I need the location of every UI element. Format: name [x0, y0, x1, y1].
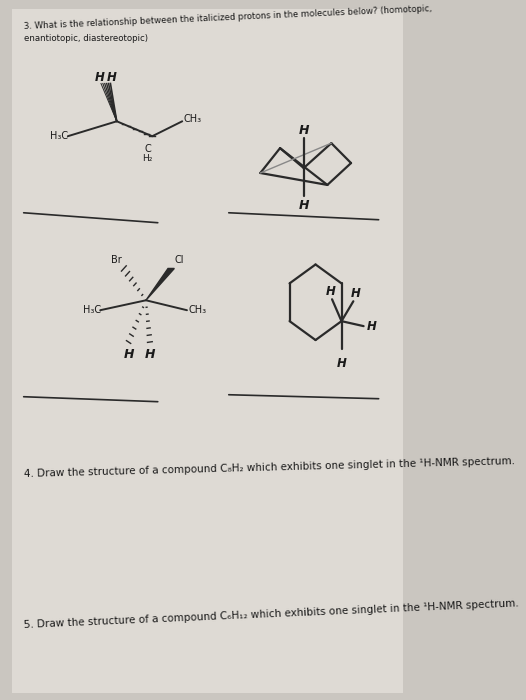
Text: C: C	[144, 144, 151, 154]
Text: enantiotopic, diastereotopic): enantiotopic, diastereotopic)	[24, 34, 148, 43]
Text: 4. Draw the structure of a compound C₈H₂ which exhibits one singlet in the ¹H-NM: 4. Draw the structure of a compound C₈H₂…	[24, 456, 515, 480]
Text: H: H	[367, 320, 377, 332]
Text: Cl: Cl	[174, 256, 184, 265]
Text: H: H	[145, 348, 155, 361]
Text: 5. Draw the structure of a compound C₆H₁₂ which exhibits one singlet in the ¹H-N: 5. Draw the structure of a compound C₆H₁…	[24, 598, 519, 631]
Text: H: H	[95, 71, 104, 84]
Text: CH₃: CH₃	[188, 305, 207, 315]
Text: H: H	[123, 348, 134, 361]
Text: H: H	[351, 287, 361, 300]
Text: CH₃: CH₃	[184, 114, 202, 125]
Text: H₃C: H₃C	[83, 305, 101, 315]
Text: H₂: H₂	[143, 154, 153, 163]
Text: H: H	[298, 124, 309, 136]
Text: 3. What is the relationship between the italicized protons in the molecules belo: 3. What is the relationship between the …	[24, 4, 432, 31]
Text: H: H	[326, 285, 336, 298]
Text: Br: Br	[110, 256, 122, 265]
Text: H: H	[107, 71, 117, 84]
Text: H: H	[298, 199, 309, 212]
Polygon shape	[146, 269, 174, 300]
Text: H₃C: H₃C	[50, 131, 68, 141]
Text: H: H	[337, 357, 347, 370]
